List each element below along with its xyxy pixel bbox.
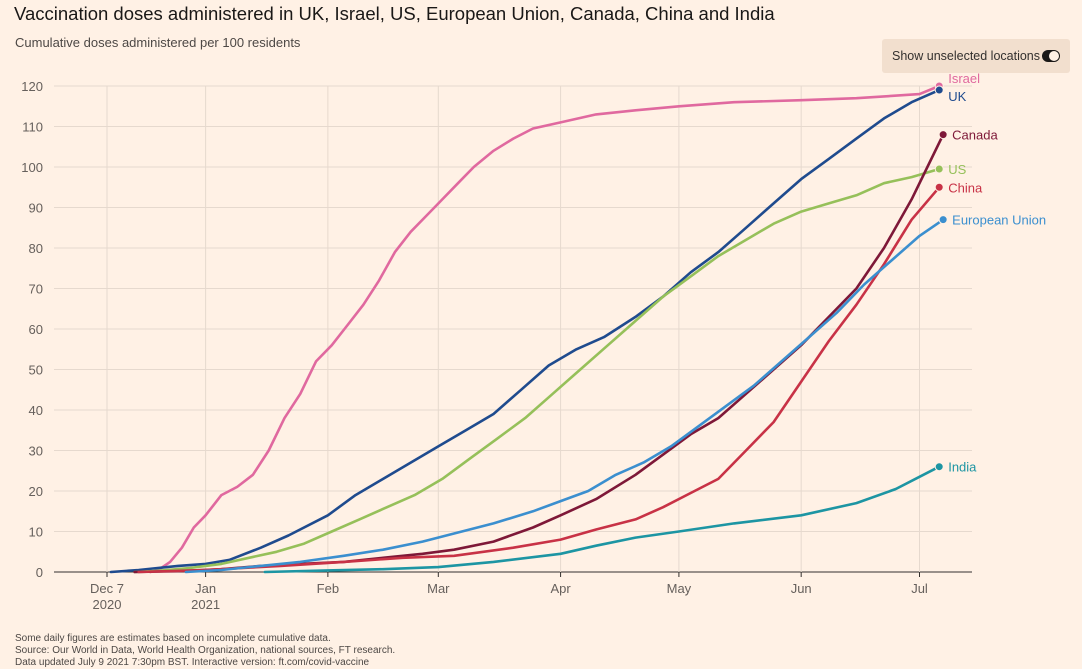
series-line-european-union[interactable] — [184, 218, 945, 574]
y-tick-label: 60 — [29, 322, 43, 337]
chart-grid — [54, 85, 972, 577]
series-end-marker-china[interactable] — [934, 182, 944, 192]
series-label-uk: UK — [948, 89, 966, 104]
series-line-israel[interactable] — [149, 84, 941, 574]
y-tick-label: 120 — [21, 79, 43, 94]
y-tick-label: 100 — [21, 160, 43, 175]
series-label-us: US — [948, 162, 966, 177]
toggle-switch-icon[interactable] — [1042, 50, 1060, 62]
series-label-india: India — [948, 460, 977, 475]
x-tick-label: Jul — [911, 581, 928, 596]
series-line-uk[interactable] — [109, 88, 941, 574]
x-tick-label: Mar — [427, 581, 450, 596]
y-tick-label: 0 — [36, 565, 43, 580]
toggle-knob — [1049, 51, 1059, 61]
x-tick-year-label: 2020 — [93, 597, 122, 612]
footnote-updated: Data updated July 9 2021 7:30pm BST. Int… — [15, 657, 370, 668]
series-end-labels: Israel UK US Canada China European Union India — [934, 71, 1046, 475]
x-tick-label: Dec 7 — [90, 581, 124, 596]
series-label-european-union: European Union — [952, 213, 1046, 228]
y-tick-label: 10 — [29, 525, 43, 540]
x-tick-label: May — [667, 581, 692, 596]
y-tick-label: 80 — [29, 241, 43, 256]
chart-title: Vaccination doses administered in UK, Is… — [14, 3, 775, 24]
y-axis-tick-labels: 0 10 20 30 40 50 60 70 80 90 100 110 120 — [21, 79, 43, 580]
y-tick-label: 20 — [29, 484, 43, 499]
series-label-china: China — [948, 180, 983, 195]
y-tick-label: 110 — [22, 120, 43, 135]
x-tick-year-label: 2021 — [191, 597, 220, 612]
show-unselected-locations-toggle[interactable]: Show unselected locations — [882, 39, 1070, 73]
series-end-marker-india[interactable] — [934, 462, 944, 472]
y-tick-label: 50 — [29, 363, 43, 378]
series-line-india[interactable] — [263, 465, 941, 574]
series-line-us[interactable] — [133, 167, 941, 574]
series-end-marker-uk[interactable] — [934, 85, 944, 95]
y-tick-label: 90 — [29, 201, 43, 216]
x-tick-label: Feb — [317, 581, 339, 596]
y-tick-label: 30 — [29, 444, 43, 459]
chart-series — [109, 84, 945, 574]
series-label-canada: Canada — [952, 128, 998, 143]
footnote-estimates: Some daily figures are estimates based o… — [15, 633, 331, 644]
series-line-china[interactable] — [137, 186, 941, 574]
series-label-israel: Israel — [948, 71, 980, 86]
x-tick-label: Jan — [195, 581, 216, 596]
toggle-label: Show unselected locations — [892, 49, 1041, 63]
x-tick-label: Apr — [550, 581, 571, 596]
chart-subtitle: Cumulative doses administered per 100 re… — [15, 35, 301, 50]
y-tick-label: 40 — [29, 403, 43, 418]
chart-footnote: Some daily figures are estimates based o… — [15, 633, 395, 669]
x-tick-label: Jun — [791, 581, 812, 596]
series-end-marker-european-union[interactable] — [938, 215, 948, 225]
y-tick-label: 70 — [29, 282, 43, 297]
series-end-marker-us[interactable] — [934, 164, 944, 174]
series-end-marker-canada[interactable] — [938, 130, 948, 140]
footnote-source: Source: Our World in Data, World Health … — [15, 645, 396, 656]
